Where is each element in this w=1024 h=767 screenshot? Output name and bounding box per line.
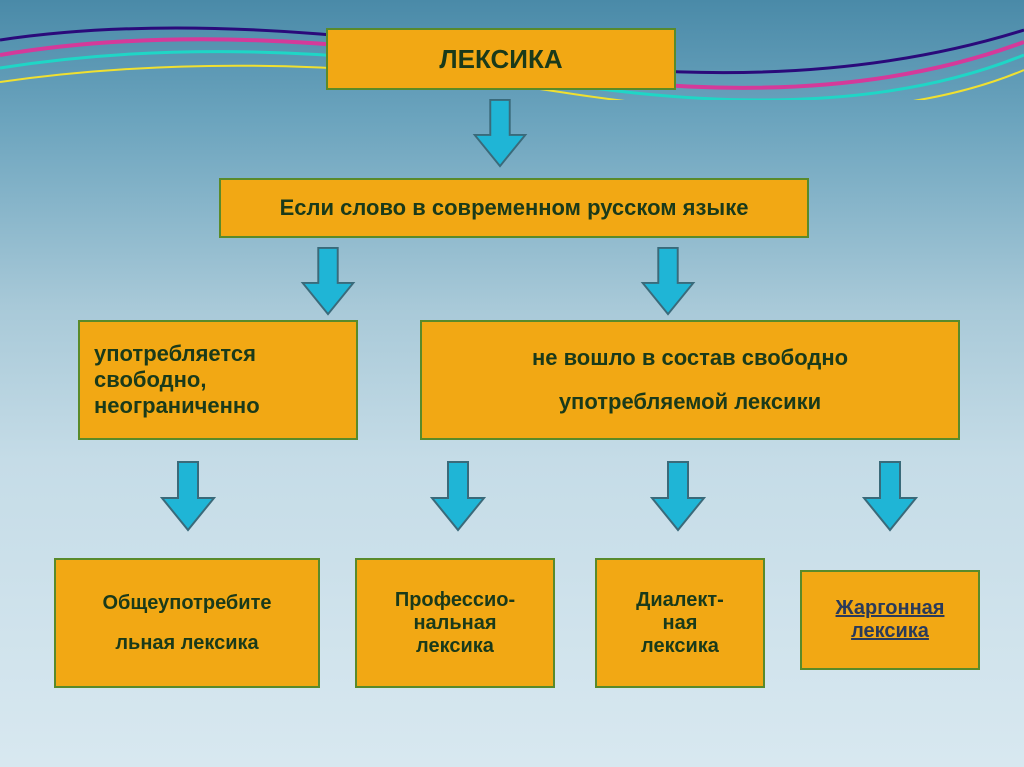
title-text: ЛЕКСИКА	[439, 44, 562, 75]
restricted-line2: употребляемой лексики	[532, 380, 848, 424]
free-usage-box: употребляется свободно, неограниченно	[78, 320, 358, 440]
common-lexicon-box: Общеупотребите льная лексика	[54, 558, 320, 688]
dial-line2: ная	[636, 612, 724, 635]
down-arrow-icon	[640, 246, 696, 316]
down-arrow-icon	[430, 460, 486, 532]
jargon-line1: Жаргонная	[836, 597, 945, 620]
dial-line3: лексика	[636, 635, 724, 658]
subtitle-box: Если слово в современном русском языке	[219, 178, 809, 238]
jargon-lexicon-box: Жаргонная лексика	[800, 570, 980, 670]
common-line1: Общеупотребите	[102, 583, 271, 623]
prof-line1: Профессио-	[395, 589, 515, 612]
dial-line1: Диалект-	[636, 589, 724, 612]
down-arrow-icon	[650, 460, 706, 532]
restricted-usage-box: не вошло в состав свободно употребляемой…	[420, 320, 960, 440]
common-line2: льная лексика	[102, 623, 271, 663]
subtitle-text: Если слово в современном русском языке	[280, 195, 749, 221]
prof-line2: нальная	[395, 612, 515, 635]
down-arrow-icon	[160, 460, 216, 532]
down-arrow-icon	[300, 246, 356, 316]
restricted-line1: не вошло в состав свободно	[532, 336, 848, 380]
down-arrow-icon	[472, 98, 528, 168]
dialect-lexicon-box: Диалект- ная лексика	[595, 558, 765, 688]
professional-lexicon-box: Профессио- нальная лексика	[355, 558, 555, 688]
down-arrow-icon	[862, 460, 918, 532]
free-usage-text: употребляется свободно, неограниченно	[94, 341, 342, 419]
jargon-line2: лексика	[836, 620, 945, 643]
title-box: ЛЕКСИКА	[326, 28, 676, 90]
prof-line3: лексика	[395, 635, 515, 658]
